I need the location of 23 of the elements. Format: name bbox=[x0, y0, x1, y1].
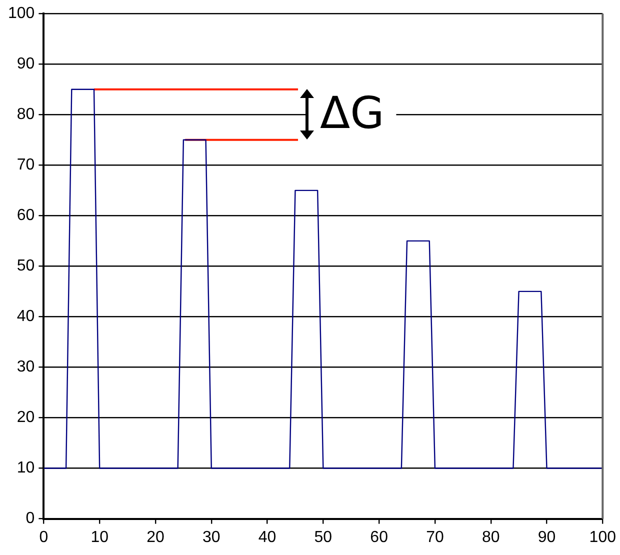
annotation: ΔG bbox=[320, 88, 384, 140]
y-tick-label: 0 bbox=[26, 510, 35, 528]
y-tick-label: 20 bbox=[16, 409, 35, 426]
x-tick-label: 30 bbox=[202, 528, 220, 546]
x-tick-label: 70 bbox=[426, 528, 444, 546]
x-tick-label: 10 bbox=[90, 528, 109, 546]
y-tick-label: 50 bbox=[16, 258, 35, 275]
y-tick-label: 40 bbox=[16, 308, 35, 326]
x-tick-label: 60 bbox=[370, 528, 388, 546]
y-tick-label: 60 bbox=[16, 207, 35, 224]
y-tick-label: 30 bbox=[16, 358, 35, 376]
y-tick-label: 70 bbox=[16, 156, 35, 174]
x-tick-label: 100 bbox=[589, 528, 616, 546]
x-tick-label: 90 bbox=[538, 528, 556, 546]
x-tick-label: 0 bbox=[39, 528, 48, 546]
x-tick-label: 20 bbox=[146, 528, 164, 546]
y-tick-label: 100 bbox=[8, 5, 35, 22]
x-tick-label: 40 bbox=[258, 528, 276, 546]
y-tick-label: 10 bbox=[16, 460, 35, 477]
x-tick-label: 50 bbox=[314, 528, 332, 546]
y-tick-label: 80 bbox=[16, 106, 35, 124]
y-tick-label: 90 bbox=[16, 56, 35, 73]
x-tick-label: 80 bbox=[482, 528, 500, 546]
